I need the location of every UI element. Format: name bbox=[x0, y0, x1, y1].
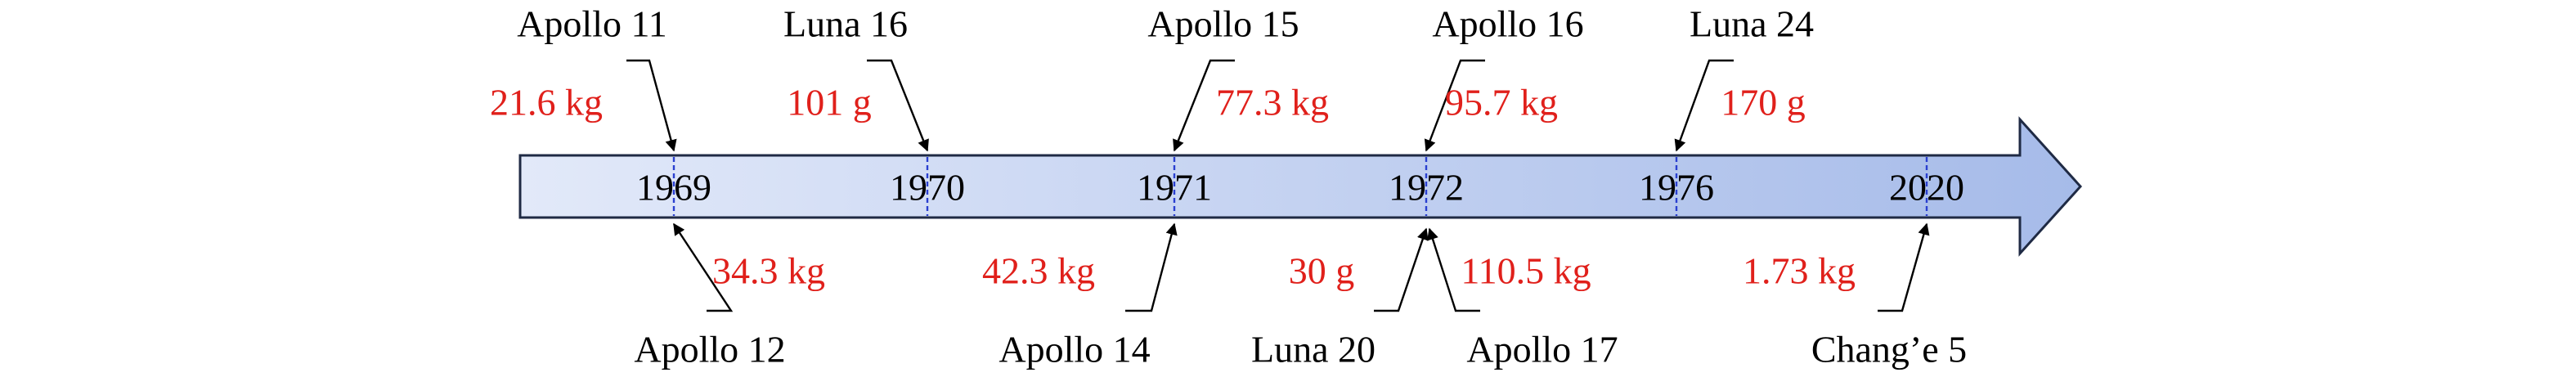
connector-arrow bbox=[1424, 59, 1485, 152]
connector-arrow bbox=[1674, 59, 1734, 152]
sample-mass: 95.7 kg bbox=[1445, 82, 1558, 123]
mission-name: Apollo 12 bbox=[634, 329, 785, 370]
connector-arrow bbox=[1427, 227, 1480, 312]
sample-mass: 110.5 kg bbox=[1461, 250, 1591, 292]
year-label: 1970 bbox=[890, 167, 965, 209]
connector-arrow bbox=[626, 59, 677, 152]
year-label: 1972 bbox=[1389, 167, 1464, 209]
connector-arrow bbox=[1374, 227, 1429, 312]
mission-name: Chang’e 5 bbox=[1811, 329, 1967, 370]
timeline-arrow bbox=[518, 116, 2083, 257]
connector-arrow bbox=[1173, 59, 1235, 152]
year-label: 1971 bbox=[1137, 167, 1212, 209]
sample-mass: 1.73 kg bbox=[1743, 250, 1856, 292]
connector-arrow bbox=[672, 222, 734, 312]
sample-mass: 30 g bbox=[1289, 250, 1355, 292]
mission-name: Luna 24 bbox=[1690, 3, 1814, 45]
year-label: 1969 bbox=[636, 167, 711, 209]
mission-name: Apollo 11 bbox=[517, 3, 667, 45]
sample-mass: 42.3 kg bbox=[982, 250, 1095, 292]
mission-name: Luna 16 bbox=[783, 3, 908, 45]
year-label: 1976 bbox=[1639, 167, 1714, 209]
connector-arrow bbox=[1125, 222, 1178, 312]
mission-name: Apollo 17 bbox=[1466, 329, 1618, 370]
connector-arrow bbox=[1878, 222, 1930, 312]
mission-name: Apollo 16 bbox=[1432, 3, 1583, 45]
sample-mass: 77.3 kg bbox=[1216, 82, 1329, 123]
mission-name: Apollo 15 bbox=[1147, 3, 1299, 45]
sample-mass: 101 g bbox=[787, 82, 872, 123]
mission-name: Luna 20 bbox=[1251, 329, 1376, 370]
sample-mass: 170 g bbox=[1721, 82, 1806, 123]
year-label: 2020 bbox=[1889, 167, 1964, 209]
mission-name: Apollo 14 bbox=[999, 329, 1150, 370]
sample-mass: 21.6 kg bbox=[490, 82, 603, 123]
sample-mass: 34.3 kg bbox=[712, 250, 825, 292]
connector-arrow bbox=[867, 59, 929, 152]
